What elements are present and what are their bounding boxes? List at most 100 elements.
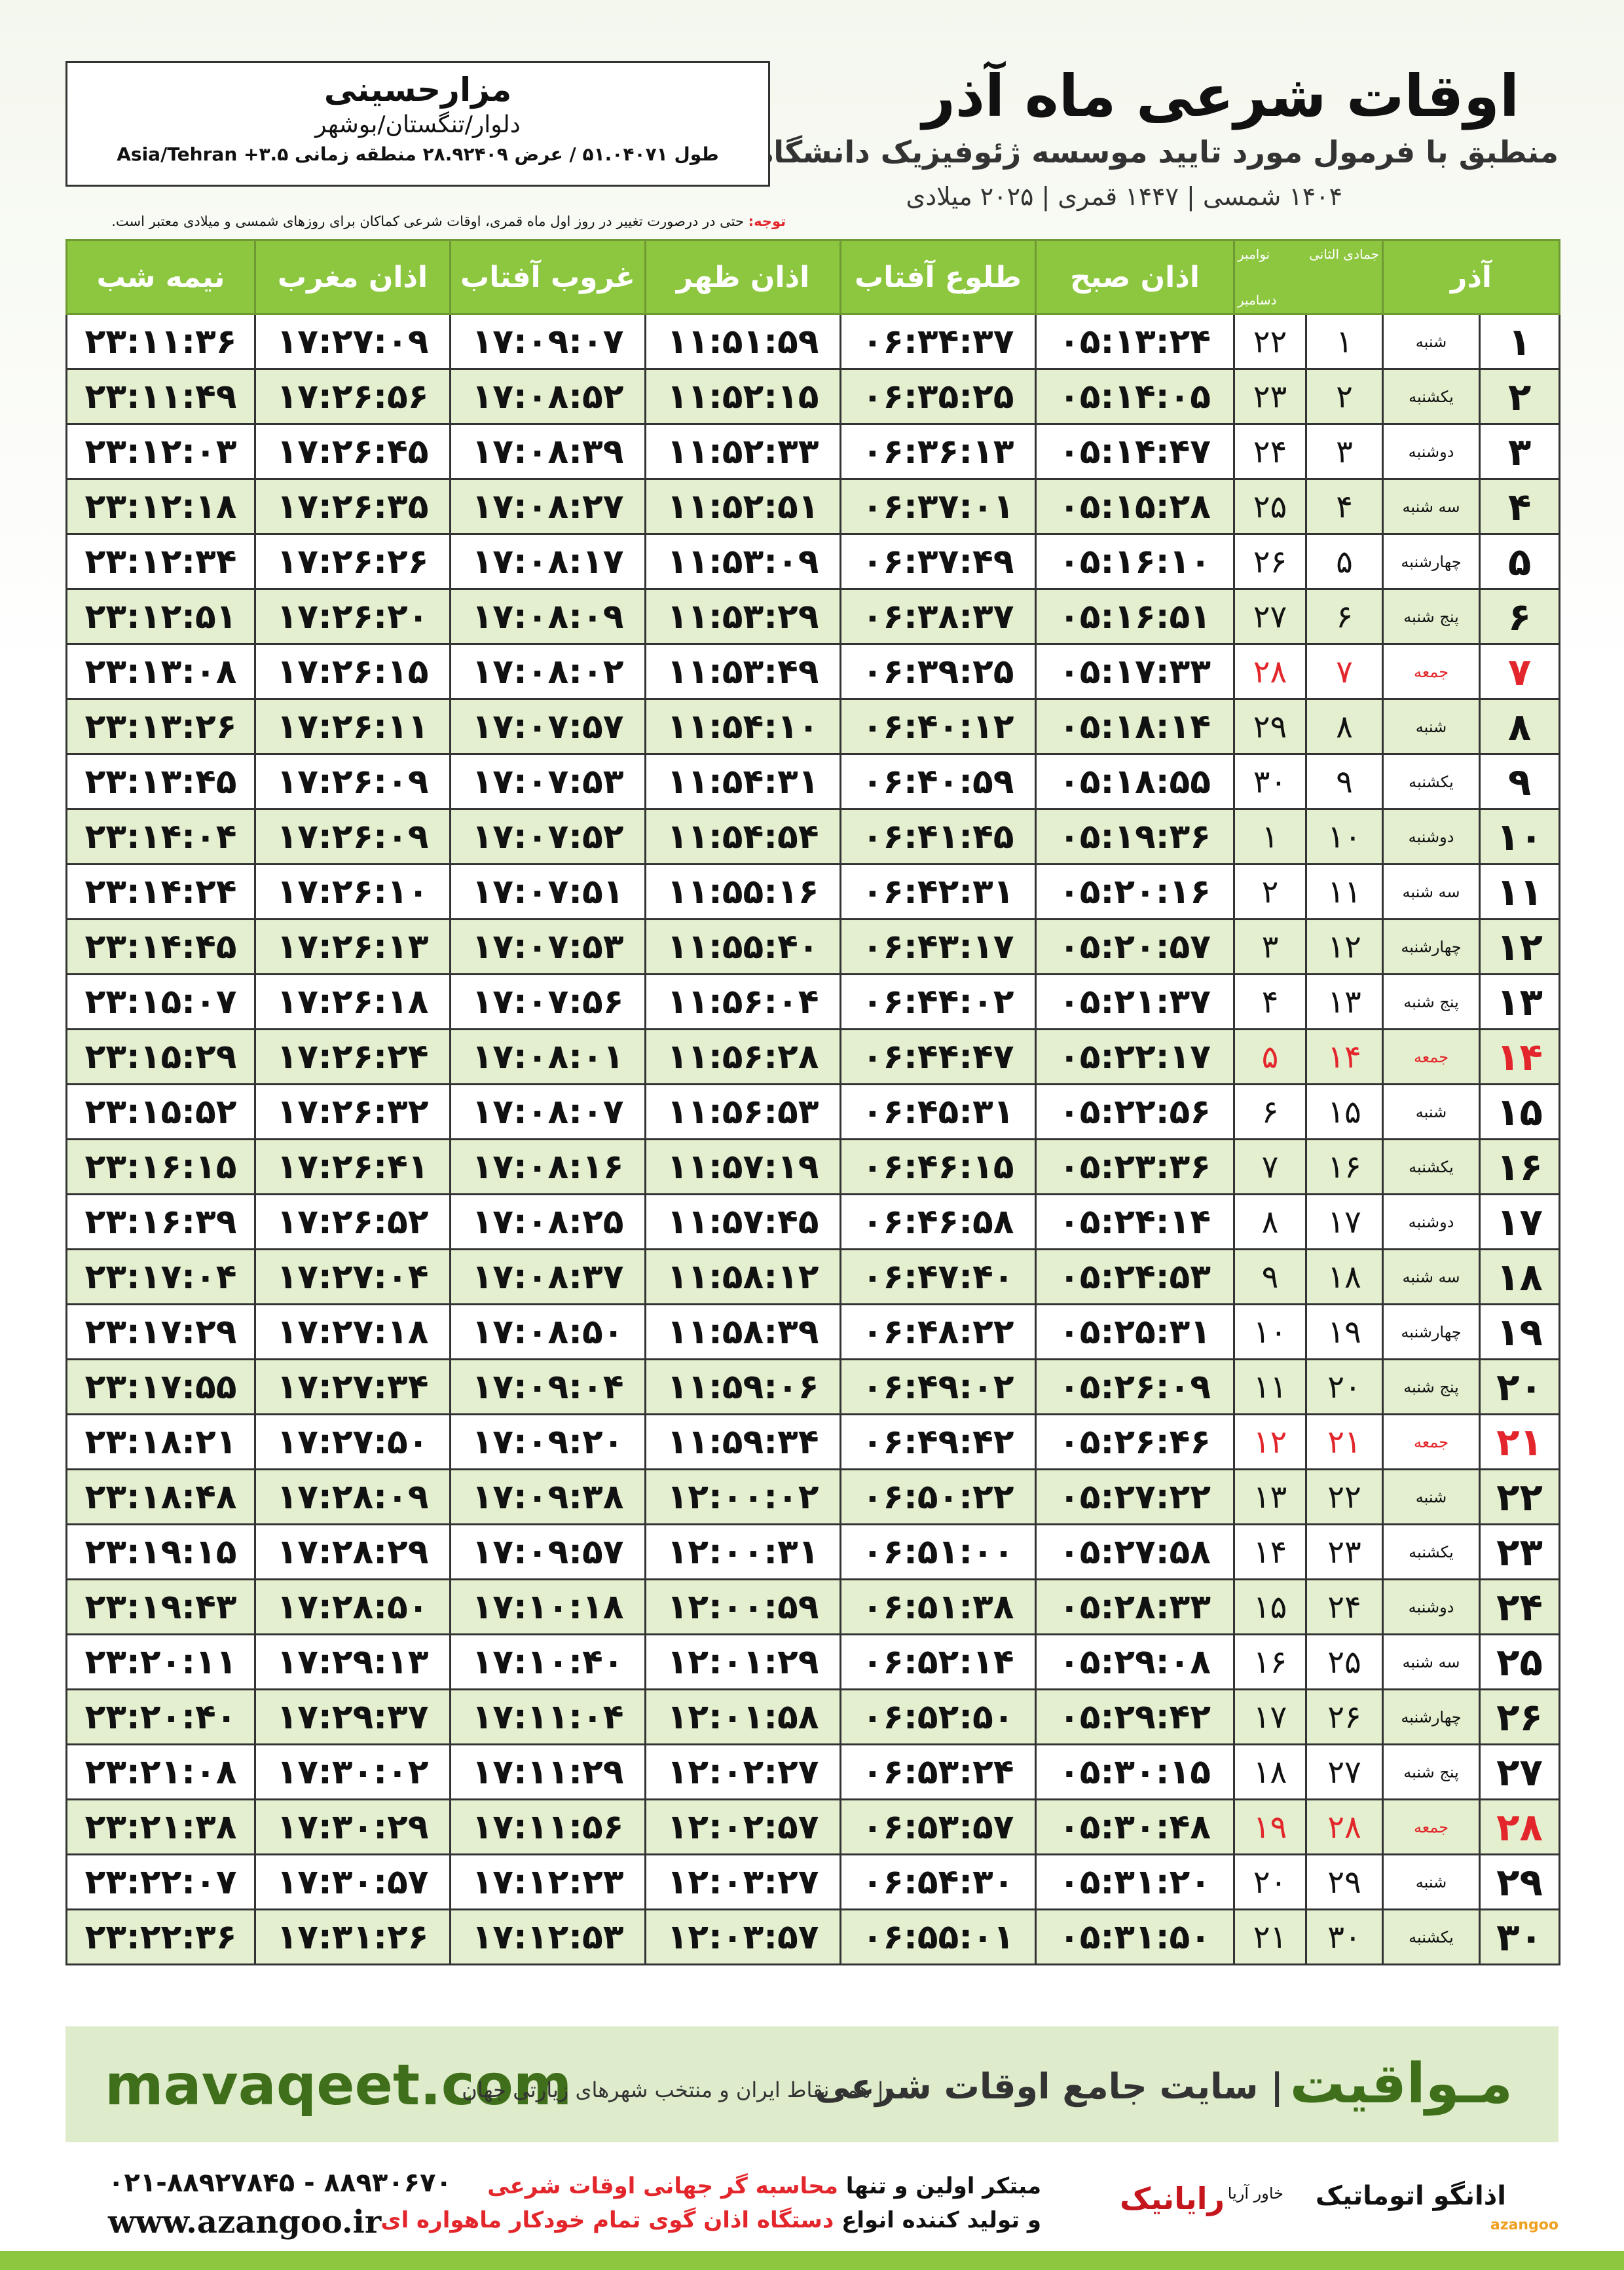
brand: مـواقیت xyxy=(1289,2051,1513,2115)
tagline-2: و تولید کننده انواع دستگاه اذان گوی تمام… xyxy=(380,2207,1041,2233)
table-row: ۱۸ سه شنبه ۱۸ ۹ ۰۵:۲۴:۵۳ ۰۶:۴۷:۴۰ ۱۱:۵۸:۱۲ ۱۷:۰… xyxy=(65,1248,1561,1305)
table-row: ۲۹ شنبه ۲۹ ۲۰ ۰۵:۳۱:۲۰ ۰۶:۵۴:۳۰ ۱۲:۰۳:۲۷ ۱۷:۱۲:… xyxy=(65,1853,1561,1910)
time-cell: ۱۷:۲۷:۰۴ xyxy=(254,1248,451,1305)
date-cell: ۱۶ xyxy=(1232,1633,1308,1690)
time-cell: ۱۱:۵۸:۱۲ xyxy=(644,1248,841,1305)
date-cell: ۲ xyxy=(1232,863,1308,920)
time-cell: ۲۳:۱۹:۱۵ xyxy=(65,1523,256,1580)
date-cell: ۱۵ xyxy=(1232,1578,1308,1635)
time-cell: ۲۳:۱۳:۴۵ xyxy=(65,753,256,810)
date-cell: پنج شنبه xyxy=(1382,588,1481,645)
time-cell: ۰۶:۳۵:۲۵ xyxy=(840,368,1037,425)
time-cell: ۱۷:۰۷:۵۳ xyxy=(449,753,646,810)
date-cell: ۹ xyxy=(1232,1248,1308,1305)
time-cell: ۲۳:۱۶:۳۹ xyxy=(65,1193,256,1250)
time-cell: ۰۵:۲۶:۰۹ xyxy=(1035,1358,1235,1415)
time-cell: ۱۲:۰۰:۵۹ xyxy=(644,1578,841,1635)
header-greg1: نوامبر xyxy=(1238,246,1270,262)
date-cell: جمعه xyxy=(1382,1413,1481,1470)
date-cell: ۷ xyxy=(1479,643,1561,700)
time-cell: ۰۵:۱۶:۵۱ xyxy=(1035,588,1235,645)
time-cell: ۰۵:۲۰:۱۶ xyxy=(1035,863,1235,920)
date-cell: شنبه xyxy=(1382,1853,1481,1910)
table-row: ۲۰ پنج شنبه ۲۰ ۱۱ ۰۵:۲۶:۰۹ ۰۶:۴۹:۰۲ ۱۱:۵۹:۰۶ ۱۷… xyxy=(65,1358,1561,1415)
date-cell: ۱۸ xyxy=(1305,1248,1384,1305)
time-cell: ۱۷:۰۹:۲۰ xyxy=(449,1413,646,1470)
table-row: ۲۷ پنج شنبه ۲۷ ۱۸ ۰۵:۳۰:۱۵ ۰۶:۵۳:۲۴ ۱۲:۰۲:۲۷ ۱۷… xyxy=(65,1743,1561,1800)
time-cell: ۱۷:۲۶:۱۳ xyxy=(254,918,451,975)
date-cell: ۱۷ xyxy=(1305,1193,1384,1250)
time-cell: ۰۶:۴۱:۴۵ xyxy=(840,808,1037,865)
time-cell: ۱۷:۰۸:۲۵ xyxy=(449,1193,646,1250)
table-row: ۵ چهارشنبه ۵ ۲۶ ۰۵:۱۶:۱۰ ۰۶:۳۷:۴۹ ۱۱:۵۳:۰۹ ۱۷:۰… xyxy=(65,533,1561,590)
time-cell: ۱۷:۲۹:۳۷ xyxy=(254,1688,451,1745)
time-cell: ۱۱:۵۳:۴۹ xyxy=(644,643,841,700)
date-cell: ۱۹ xyxy=(1305,1303,1384,1360)
date-cell: ۲۵ xyxy=(1305,1633,1384,1690)
time-cell: ۰۶:۵۲:۵۰ xyxy=(840,1688,1037,1745)
date-cell: ۱۲ xyxy=(1479,918,1561,975)
location-name: مزارحسینی xyxy=(323,71,512,109)
date-cell: ۲۰ xyxy=(1305,1358,1384,1415)
web: www.azangoo.ir xyxy=(108,2204,382,2241)
time-cell: ۲۳:۱۴:۰۴ xyxy=(65,808,256,865)
date-cell: ۱۷ xyxy=(1479,1193,1561,1250)
date-cell: چهارشنبه xyxy=(1382,918,1481,975)
time-cell: ۰۵:۲۲:۱۷ xyxy=(1035,1028,1235,1085)
date-cell: ۷ xyxy=(1232,1138,1308,1195)
time-cell: ۱۲:۰۰:۳۱ xyxy=(644,1523,841,1580)
date-cell: سه شنبه xyxy=(1382,478,1481,535)
time-cell: ۱۷:۲۶:۰۹ xyxy=(254,753,451,810)
time-cell: ۱۷:۱۲:۲۳ xyxy=(449,1853,646,1910)
location-region: دلوار/تنگستان/بوشهر xyxy=(315,111,521,138)
time-cell: ۰۶:۴۷:۴۰ xyxy=(840,1248,1037,1305)
date-cell: یکشنبه xyxy=(1382,1523,1481,1580)
tagline-1b: محاسبه گر جهانی اوقات شرعی xyxy=(487,2173,838,2199)
table-row: ۹ یکشنبه ۹ ۳۰ ۰۵:۱۸:۵۵ ۰۶:۴۰:۵۹ ۱۱:۵۴:۳۱ ۱۷:۰۷:… xyxy=(65,753,1561,810)
time-cell: ۲۳:۲۱:۳۸ xyxy=(65,1798,256,1855)
table-row: ۲۸ جمعه ۲۸ ۱۹ ۰۵:۳۰:۴۸ ۰۶:۵۳:۵۷ ۱۲:۰۲:۵۷ ۱۷:۱۱:… xyxy=(65,1798,1561,1855)
time-cell: ۰۵:۱۴:۴۷ xyxy=(1035,423,1235,480)
date-cell: ۲۱ xyxy=(1305,1413,1384,1470)
time-cell: ۰۵:۲۹:۰۸ xyxy=(1035,1633,1235,1690)
date-cell: ۳ xyxy=(1305,423,1384,480)
time-cell: ۱۷:۲۶:۱۵ xyxy=(254,643,451,700)
header-time: اذان ظهر xyxy=(644,239,841,315)
time-cell: ۱۷:۲۶:۲۶ xyxy=(254,533,451,590)
date-cell: ۱۷ xyxy=(1232,1688,1308,1745)
time-cell: ۱۲:۰۲:۵۷ xyxy=(644,1798,841,1855)
date-cell: ۱۴ xyxy=(1232,1523,1308,1580)
time-cell: ۱۱:۵۱:۵۹ xyxy=(644,313,841,370)
time-cell: ۰۵:۱۴:۰۵ xyxy=(1035,368,1235,425)
date-cell: ۲۹ xyxy=(1305,1853,1384,1910)
time-cell: ۱۷:۰۸:۳۹ xyxy=(449,423,646,480)
dates: ۱۴۰۴ شمسی | ۱۴۴۷ قمری | ۲۰۲۵ میلادی xyxy=(906,182,1342,211)
time-cell: ۱۷:۰۸:۱۷ xyxy=(449,533,646,590)
table-row: ۱۷ دوشنبه ۱۷ ۸ ۰۵:۲۴:۱۴ ۰۶:۴۶:۵۸ ۱۱:۵۷:۴۵ ۱۷:۰۸… xyxy=(65,1193,1561,1250)
date-cell: ۱۸ xyxy=(1479,1248,1561,1305)
time-cell: ۱۷:۲۶:۵۶ xyxy=(254,368,451,425)
phone: ۰۲۱-۸۸۹۲۷۸۴۵ - ۸۸۹۳۰۶۷۰ xyxy=(108,2168,452,2198)
date-cell: ۱ xyxy=(1305,313,1384,370)
time-cell: ۱۲:۰۰:۰۲ xyxy=(644,1468,841,1525)
date-cell: ۱۸ xyxy=(1232,1743,1308,1800)
time-cell: ۲۳:۲۲:۳۶ xyxy=(65,1908,256,1965)
date-cell: ۱۲ xyxy=(1305,918,1384,975)
time-cell: ۱۷:۰۸:۲۷ xyxy=(449,478,646,535)
date-cell: یکشنبه xyxy=(1382,753,1481,810)
table-row: ۲۱ جمعه ۲۱ ۱۲ ۰۵:۲۶:۴۶ ۰۶:۴۹:۴۲ ۱۱:۵۹:۳۴ ۱۷:۰۹:… xyxy=(65,1413,1561,1470)
time-cell: ۲۳:۱۷:۰۴ xyxy=(65,1248,256,1305)
date-cell: ۲۷ xyxy=(1232,588,1308,645)
time-cell: ۱۱:۵۸:۳۹ xyxy=(644,1303,841,1360)
time-cell: ۰۵:۱۸:۱۴ xyxy=(1035,698,1235,755)
date-cell: ۲۲ xyxy=(1232,313,1308,370)
time-cell: ۱۷:۰۸:۰۷ xyxy=(449,1083,646,1140)
header-time: اذان مغرب xyxy=(254,239,451,315)
time-cell: ۰۵:۳۰:۱۵ xyxy=(1035,1743,1235,1800)
header-month: آذر xyxy=(1382,239,1561,315)
date-cell: ۲۴ xyxy=(1479,1578,1561,1635)
tagline-2a: و تولید کننده انواع xyxy=(841,2207,1041,2233)
time-cell: ۱۷:۱۰:۱۸ xyxy=(449,1578,646,1635)
time-cell: ۰۶:۵۰:۲۲ xyxy=(840,1468,1037,1525)
